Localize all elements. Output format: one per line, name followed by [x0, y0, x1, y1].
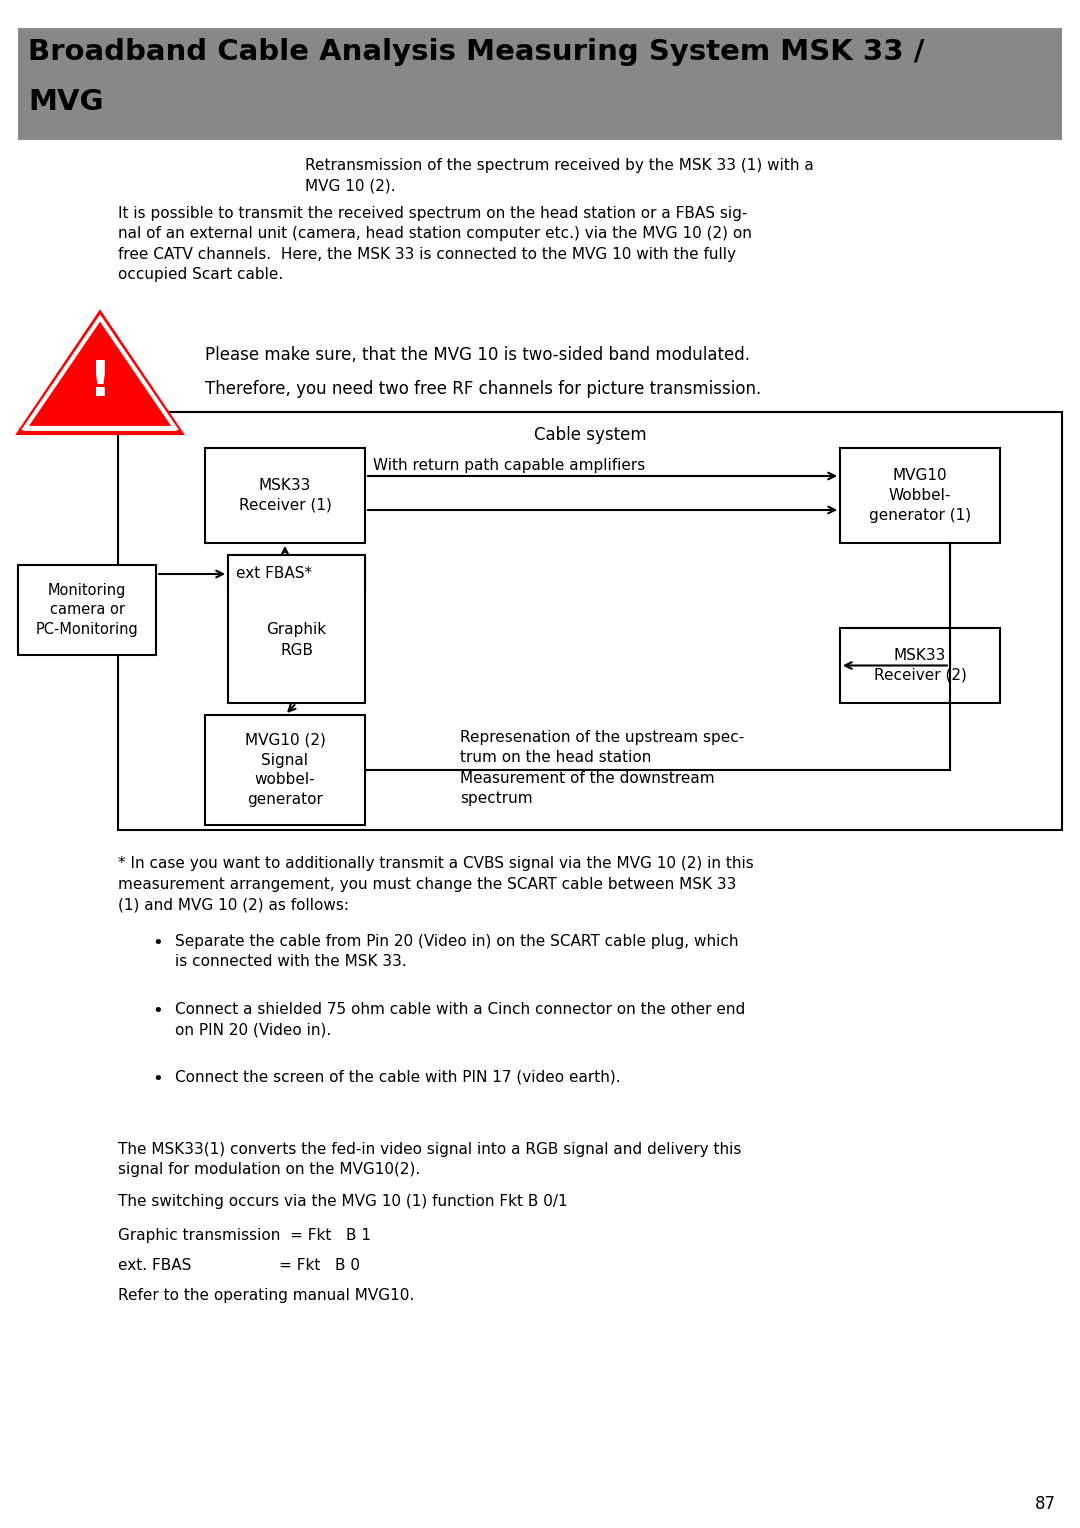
Text: It is possible to transmit the received spectrum on the head station or a FBAS s: It is possible to transmit the received … — [118, 206, 752, 283]
Text: The switching occurs via the MVG 10 (1) function Fkt B 0/1: The switching occurs via the MVG 10 (1) … — [118, 1193, 568, 1209]
Text: Connect the screen of the cable with PIN 17 (video earth).: Connect the screen of the cable with PIN… — [175, 1070, 621, 1085]
Text: ext. FBAS                  = Fkt   B 0: ext. FBAS = Fkt B 0 — [118, 1258, 360, 1273]
FancyBboxPatch shape — [228, 555, 365, 703]
Text: MVG10
Wobbel-
generator (1): MVG10 Wobbel- generator (1) — [869, 468, 971, 523]
Text: Connect a shielded 75 ohm cable with a Cinch connector on the other end
on PIN 2: Connect a shielded 75 ohm cable with a C… — [175, 1002, 745, 1038]
Text: Graphik
RGB: Graphik RGB — [267, 622, 326, 659]
Text: * In case you want to additionally transmit a CVBS signal via the MVG 10 (2) in : * In case you want to additionally trans… — [118, 856, 754, 914]
FancyBboxPatch shape — [18, 565, 156, 656]
Text: MVG: MVG — [28, 89, 104, 116]
FancyBboxPatch shape — [840, 628, 1000, 703]
Text: Refer to the operating manual MVG10.: Refer to the operating manual MVG10. — [118, 1288, 415, 1303]
FancyBboxPatch shape — [118, 413, 1062, 830]
Text: !: ! — [89, 358, 111, 406]
Text: Represenation of the upstream spec-
trum on the head station
Measurement of the : Represenation of the upstream spec- trum… — [460, 730, 744, 807]
Text: MSK33
Receiver (1): MSK33 Receiver (1) — [239, 478, 332, 513]
FancyBboxPatch shape — [18, 28, 1062, 141]
Text: MVG10 (2)
Signal
wobbel-
generator: MVG10 (2) Signal wobbel- generator — [244, 733, 325, 807]
Text: Therefore, you need two free RF channels for picture transmission.: Therefore, you need two free RF channels… — [205, 380, 761, 397]
Text: Graphic transmission  = Fkt   B 1: Graphic transmission = Fkt B 1 — [118, 1229, 372, 1242]
FancyBboxPatch shape — [228, 555, 365, 593]
Text: Broadband Cable Analysis Measuring System MSK 33 /: Broadband Cable Analysis Measuring Syste… — [28, 38, 924, 66]
Polygon shape — [19, 313, 181, 432]
Text: Monitoring
camera or
PC-Monitoring: Monitoring camera or PC-Monitoring — [36, 582, 138, 637]
Text: Cable system: Cable system — [534, 426, 646, 445]
Polygon shape — [25, 318, 175, 428]
Text: With return path capable amplifiers: With return path capable amplifiers — [373, 458, 645, 474]
Text: Separate the cable from Pin 20 (Video in) on the SCART cable plug, which
is conn: Separate the cable from Pin 20 (Video in… — [175, 934, 739, 969]
Text: Retransmission of the spectrum received by the MSK 33 (1) with a
MVG 10 (2).: Retransmission of the spectrum received … — [305, 157, 813, 194]
FancyBboxPatch shape — [205, 715, 365, 825]
Text: MSK33
Receiver (2): MSK33 Receiver (2) — [874, 648, 967, 683]
Text: 87: 87 — [1035, 1494, 1055, 1513]
Text: ext FBAS*: ext FBAS* — [237, 567, 312, 582]
FancyBboxPatch shape — [840, 448, 1000, 542]
FancyBboxPatch shape — [205, 448, 365, 542]
Text: Please make sure, that the MVG 10 is two-sided band modulated.: Please make sure, that the MVG 10 is two… — [205, 345, 750, 364]
Text: •: • — [152, 1002, 163, 1021]
Text: •: • — [152, 1070, 163, 1088]
Text: •: • — [152, 934, 163, 952]
Text: The MSK33(1) converts the fed-in video signal into a RGB signal and delivery thi: The MSK33(1) converts the fed-in video s… — [118, 1141, 741, 1178]
